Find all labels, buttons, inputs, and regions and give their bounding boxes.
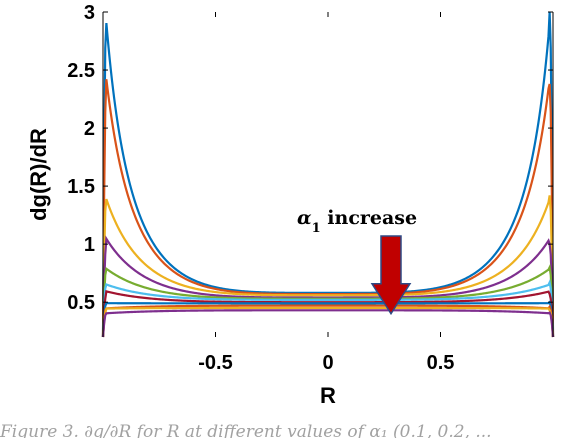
plot-area bbox=[101, 11, 555, 338]
series-line-11 bbox=[101, 309, 555, 338]
x-tick-label: -0.5 bbox=[198, 352, 232, 374]
caption-text: Figure 3. ∂g/∂R for R at different value… bbox=[0, 422, 492, 438]
series-line-3 bbox=[101, 195, 555, 338]
y-tick-label: 0.5 bbox=[67, 292, 95, 314]
annotation-text: increase bbox=[321, 207, 417, 229]
axes: -0.5 0 0.5 0.5 1 1.5 2 2.5 3 bbox=[67, 2, 554, 374]
annotation-symbol: α bbox=[297, 207, 312, 229]
series-line-2 bbox=[101, 79, 555, 338]
red-down-arrow bbox=[370, 235, 412, 316]
annotation-subscript: 1 bbox=[312, 221, 321, 236]
annotation: α1 increase bbox=[297, 207, 417, 316]
y-tick-label: 2 bbox=[84, 118, 95, 140]
series-line-4 bbox=[101, 235, 555, 338]
chart: -0.5 0 0.50.511.522.53 α1 increase R dg(R)… bbox=[26, 2, 555, 408]
series-line-6 bbox=[101, 278, 555, 338]
y-tick-label: 1.5 bbox=[67, 176, 95, 198]
series-line-1 bbox=[101, 11, 555, 338]
series-line-9 bbox=[101, 304, 555, 338]
series-line-5 bbox=[101, 263, 555, 338]
x-tick-label: 0.5 bbox=[427, 352, 455, 374]
series-line-7 bbox=[101, 290, 555, 338]
y-tick-label: 1 bbox=[84, 234, 95, 256]
annotation-label: α1 increase bbox=[297, 207, 417, 236]
x-axis-label: R bbox=[320, 383, 336, 408]
figure-caption: Figure 3. ∂g/∂R for R at different value… bbox=[0, 411, 588, 438]
series-line-8 bbox=[101, 300, 555, 338]
x-tick-label: 0 bbox=[322, 352, 333, 374]
y-axis-label: dg(R)/dR bbox=[26, 128, 51, 221]
series-line-10 bbox=[101, 306, 555, 338]
y-tick-label: 2.5 bbox=[67, 60, 95, 82]
y-tick-label: 3 bbox=[84, 2, 95, 24]
